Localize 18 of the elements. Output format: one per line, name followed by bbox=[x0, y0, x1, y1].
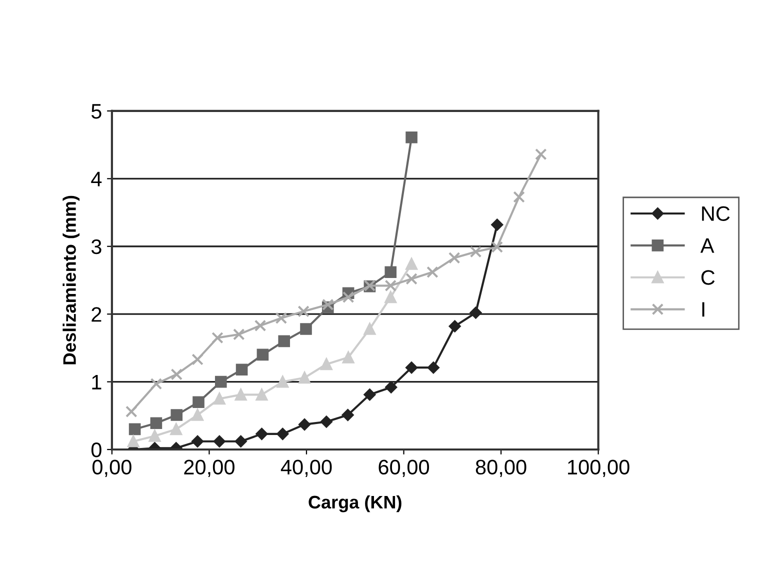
x-tick-label: 100,00 bbox=[568, 460, 630, 477]
legend-label: C bbox=[701, 270, 715, 285]
y-tick-label: 4 bbox=[91, 172, 102, 186]
y-axis-title: Deslizamiento (mm) bbox=[62, 196, 80, 364]
x-tick-label: 60,00 bbox=[378, 460, 430, 477]
y-tick-label: 2 bbox=[92, 307, 102, 322]
x-tick-label: 20,00 bbox=[184, 460, 234, 477]
legend-label: I bbox=[702, 302, 704, 317]
x-tick-label: 80,00 bbox=[476, 460, 526, 477]
x-tick-label: 0,00 bbox=[92, 460, 132, 477]
x-tick-label: 40,00 bbox=[280, 460, 332, 477]
x-axis-title: Carga (KN) bbox=[308, 495, 402, 512]
y-tick-label: 0 bbox=[91, 442, 102, 458]
legend-label: NC bbox=[702, 206, 730, 222]
y-tick-label: 3 bbox=[91, 239, 102, 254]
legend-label: A bbox=[700, 238, 714, 253]
y-tick-label: 1 bbox=[92, 375, 102, 390]
y-tick-label: 5 bbox=[91, 104, 102, 119]
